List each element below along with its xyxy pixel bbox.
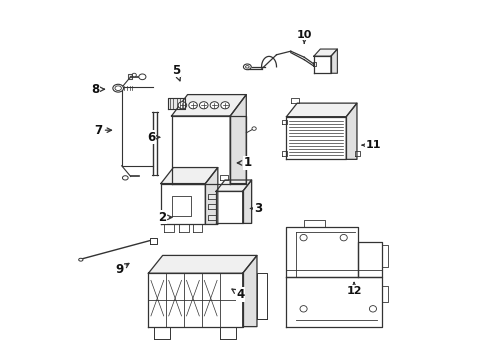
Polygon shape <box>357 242 381 277</box>
Polygon shape <box>230 116 246 184</box>
Polygon shape <box>208 194 216 199</box>
Polygon shape <box>192 225 202 231</box>
Ellipse shape <box>245 66 248 68</box>
Polygon shape <box>242 180 251 224</box>
Text: 5: 5 <box>172 64 180 81</box>
Polygon shape <box>164 225 174 231</box>
Polygon shape <box>171 116 230 184</box>
Ellipse shape <box>243 64 251 70</box>
Polygon shape <box>313 49 337 56</box>
Polygon shape <box>330 49 337 73</box>
Ellipse shape <box>139 74 145 80</box>
Ellipse shape <box>132 73 136 77</box>
Polygon shape <box>161 184 205 225</box>
Polygon shape <box>128 74 131 79</box>
Polygon shape <box>290 98 298 103</box>
Ellipse shape <box>221 102 229 109</box>
Ellipse shape <box>79 258 83 261</box>
Polygon shape <box>161 167 217 184</box>
Text: 10: 10 <box>296 30 311 43</box>
Ellipse shape <box>122 176 128 180</box>
Ellipse shape <box>340 234 346 241</box>
Polygon shape <box>242 256 256 327</box>
Polygon shape <box>178 225 188 231</box>
Polygon shape <box>205 167 217 225</box>
Polygon shape <box>313 56 330 73</box>
Polygon shape <box>282 151 286 156</box>
Text: 11: 11 <box>361 140 380 150</box>
Text: 3: 3 <box>250 202 262 215</box>
Polygon shape <box>150 238 156 244</box>
Polygon shape <box>312 62 315 66</box>
Polygon shape <box>286 277 381 327</box>
Text: 6: 6 <box>147 131 159 144</box>
Polygon shape <box>208 204 216 209</box>
Polygon shape <box>354 151 359 156</box>
Polygon shape <box>216 192 242 224</box>
Text: 12: 12 <box>346 282 361 296</box>
Ellipse shape <box>300 234 306 241</box>
Polygon shape <box>148 273 242 327</box>
Polygon shape <box>148 256 256 273</box>
Polygon shape <box>171 95 246 116</box>
Ellipse shape <box>210 102 218 109</box>
Polygon shape <box>230 95 246 184</box>
Text: 8: 8 <box>91 83 104 96</box>
Polygon shape <box>381 286 387 302</box>
Polygon shape <box>219 175 228 180</box>
Ellipse shape <box>368 306 376 312</box>
Polygon shape <box>168 98 184 109</box>
Polygon shape <box>282 120 286 125</box>
Polygon shape <box>286 227 357 277</box>
Text: 4: 4 <box>231 288 244 301</box>
Ellipse shape <box>300 306 306 312</box>
Polygon shape <box>171 196 191 216</box>
Polygon shape <box>256 273 266 319</box>
Text: 9: 9 <box>115 263 129 276</box>
Ellipse shape <box>115 86 121 90</box>
Text: 7: 7 <box>94 124 111 137</box>
Polygon shape <box>153 327 169 339</box>
Polygon shape <box>219 327 235 339</box>
Ellipse shape <box>178 102 186 109</box>
Ellipse shape <box>251 127 256 130</box>
Polygon shape <box>381 246 387 267</box>
Polygon shape <box>346 103 356 159</box>
Ellipse shape <box>188 102 197 109</box>
Polygon shape <box>216 180 251 192</box>
Polygon shape <box>303 220 325 227</box>
Text: 2: 2 <box>158 211 172 224</box>
Polygon shape <box>208 215 216 220</box>
Polygon shape <box>286 117 346 159</box>
Ellipse shape <box>113 84 123 92</box>
Polygon shape <box>286 103 356 117</box>
Ellipse shape <box>199 102 207 109</box>
Text: 1: 1 <box>237 157 251 170</box>
